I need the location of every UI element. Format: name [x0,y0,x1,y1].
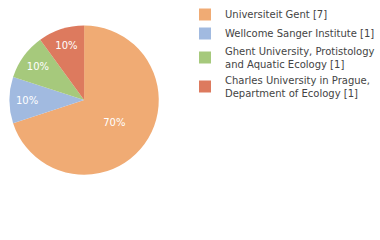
svg-text:Ghent University, Protistology: Ghent University, Protistologyand Aquati… [225,46,375,70]
svg-text:70%: 70% [103,117,125,128]
svg-text:Universiteit Gent [7]: Universiteit Gent [7] [225,9,327,20]
svg-text:10%: 10% [55,40,77,51]
svg-text:10%: 10% [16,95,38,106]
svg-text:Wellcome Sanger Institute [1]: Wellcome Sanger Institute [1] [225,28,374,39]
svg-text:10%: 10% [27,61,49,72]
svg-text:Charles University in Prague,D: Charles University in Prague,Department … [225,75,370,99]
